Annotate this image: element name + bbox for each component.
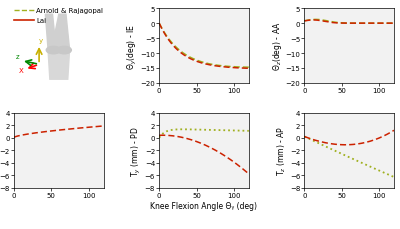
Text: y: y xyxy=(39,38,43,44)
Y-axis label: $\Theta_y$(deg) - IE: $\Theta_y$(deg) - IE xyxy=(126,24,139,69)
Y-axis label: T$_z$ (mm) - AP: T$_z$ (mm) - AP xyxy=(276,125,288,176)
Polygon shape xyxy=(45,15,56,50)
Text: Arnold & Rajagopal: Arnold & Rajagopal xyxy=(36,8,104,14)
Text: X: X xyxy=(19,68,24,74)
Text: z: z xyxy=(16,53,19,59)
Polygon shape xyxy=(48,51,70,80)
X-axis label: Knee Flexion Angle Θᵧ (deg): Knee Flexion Angle Θᵧ (deg) xyxy=(150,201,258,210)
Y-axis label: T$_y$ (mm) - PD: T$_y$ (mm) - PD xyxy=(130,125,143,176)
Ellipse shape xyxy=(57,47,71,55)
Polygon shape xyxy=(52,15,70,50)
Y-axis label: $\Theta_z$(deg) - AA: $\Theta_z$(deg) - AA xyxy=(271,22,284,71)
Ellipse shape xyxy=(46,47,61,55)
Text: Lai: Lai xyxy=(36,18,46,24)
